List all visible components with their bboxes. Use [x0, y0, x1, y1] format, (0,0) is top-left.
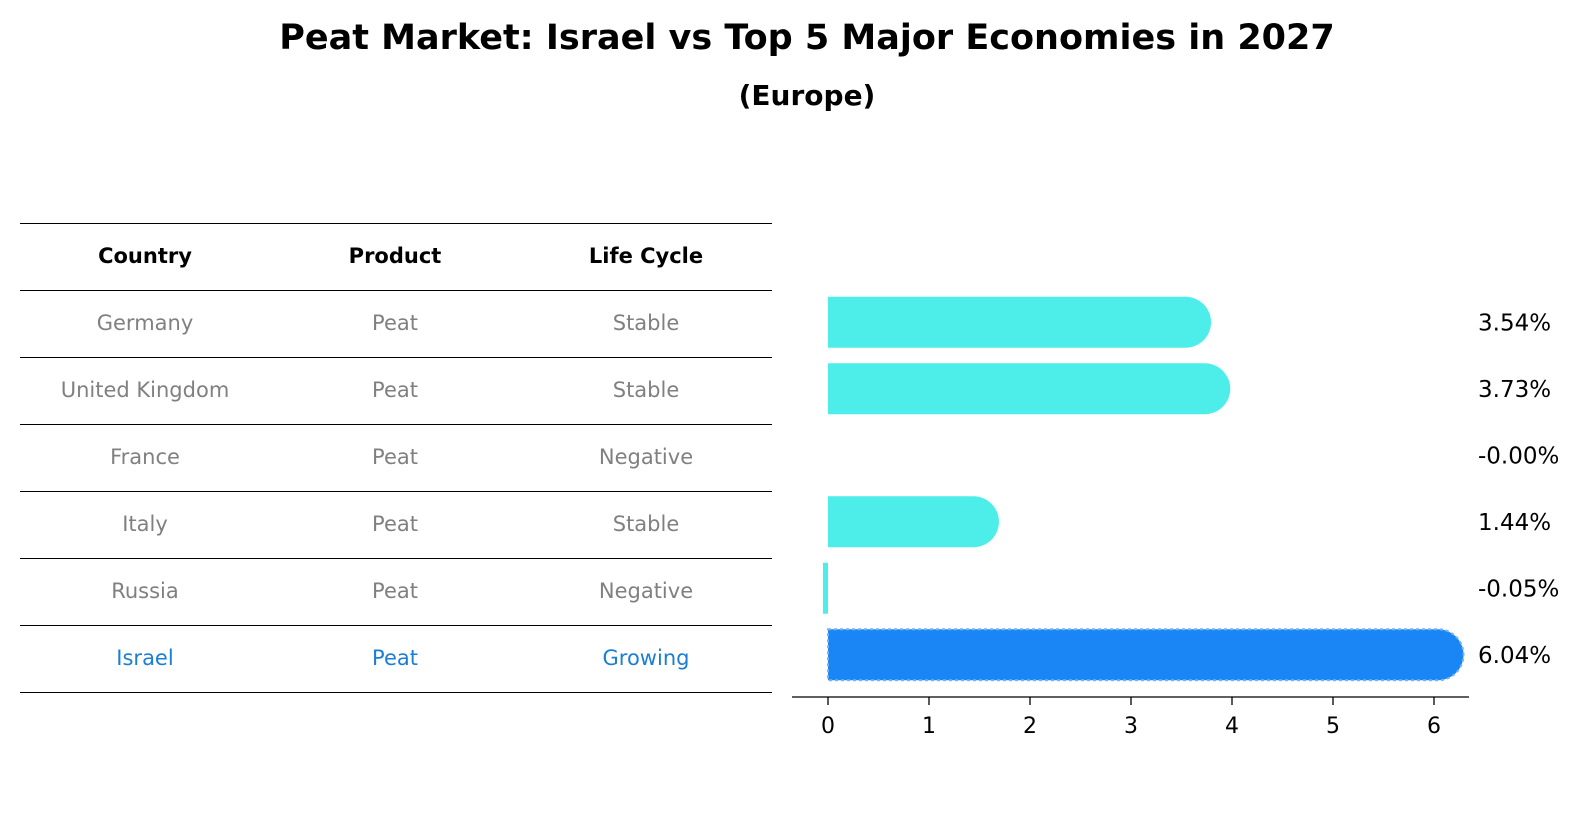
country-cell: Israel	[116, 646, 174, 670]
bar	[828, 296, 1212, 348]
life-cycle-cell: Stable	[612, 512, 680, 536]
table-row: France Peat Negative	[20, 424, 772, 491]
bar	[822, 562, 828, 614]
country-cell: Germany	[96, 311, 194, 335]
x-tick-label: 1	[922, 714, 936, 739]
table-row-highlighted: Israel Peat Growing	[20, 625, 772, 693]
product-cell: Peat	[372, 512, 418, 536]
life-cycle-cell: Negative	[598, 445, 694, 469]
bar	[828, 363, 1231, 415]
chart-title: Peat Market: Israel vs Top 5 Major Econo…	[279, 18, 1335, 58]
value-label: -0.05%	[1478, 576, 1559, 602]
product-cell: Peat	[372, 646, 418, 670]
life-cycle-cell: Negative	[598, 579, 694, 603]
value-label: 3.73%	[1478, 377, 1551, 403]
life-cycle-cell: Stable	[612, 311, 680, 335]
country-cell: Russia	[111, 579, 179, 603]
x-tick-label: 4	[1225, 714, 1239, 739]
bar-highlighted	[828, 629, 1464, 681]
product-cell: Peat	[372, 445, 418, 469]
header-country: Country	[98, 244, 192, 268]
x-tick-label: 3	[1124, 714, 1138, 739]
life-cycle-cell: Growing	[602, 646, 690, 670]
chart-subtitle: (Europe)	[738, 79, 876, 112]
value-label: -0.00%	[1478, 443, 1559, 469]
x-tick-label: 2	[1023, 714, 1037, 739]
table-header-row: Country Product Life Cycle	[20, 223, 772, 290]
product-cell: Peat	[372, 378, 418, 402]
country-cell: Italy	[122, 512, 168, 536]
country-cell: United Kingdom	[60, 378, 230, 402]
country-cell: France	[110, 445, 180, 469]
life-cycle-cell: Stable	[612, 378, 680, 402]
header-life-cycle: Life Cycle	[588, 244, 704, 268]
table-row: Italy Peat Stable	[20, 491, 772, 558]
header-product: Product	[348, 244, 442, 268]
bar	[828, 496, 999, 548]
market-table: Country Product Life Cycle Germany Peat …	[20, 223, 772, 693]
value-label: 1.44%	[1478, 510, 1551, 536]
x-tick-label: 5	[1326, 714, 1340, 739]
bar-outline	[827, 628, 1465, 682]
product-cell: Peat	[372, 579, 418, 603]
value-label: 6.04%	[1478, 643, 1551, 669]
value-label: 3.54%	[1478, 310, 1551, 336]
table-row: United Kingdom Peat Stable	[20, 357, 772, 424]
x-tick-label: 0	[821, 714, 835, 739]
product-cell: Peat	[372, 311, 418, 335]
table-row: Russia Peat Negative	[20, 558, 772, 625]
table-row: Germany Peat Stable	[20, 290, 772, 357]
x-tick-label: 6	[1427, 714, 1441, 739]
